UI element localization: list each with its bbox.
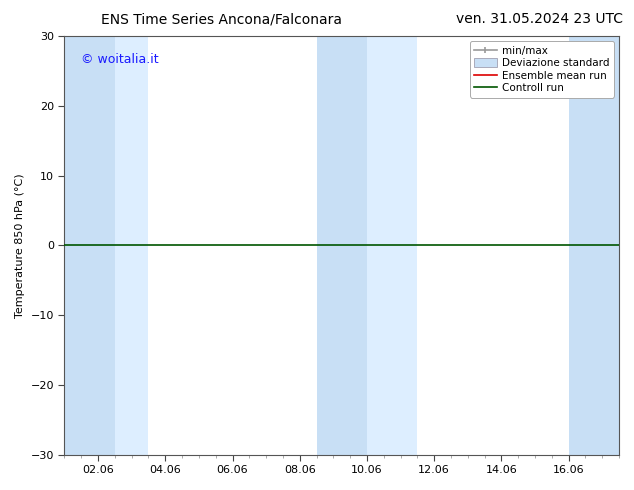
Bar	[316, 36, 367, 455]
Bar	[569, 36, 619, 455]
Bar	[367, 36, 417, 455]
Bar	[65, 36, 115, 455]
Text: ENS Time Series Ancona/Falconara: ENS Time Series Ancona/Falconara	[101, 12, 342, 26]
Y-axis label: Temperature 850 hPa (°C): Temperature 850 hPa (°C)	[15, 173, 25, 318]
Bar	[115, 36, 148, 455]
Text: © woitalia.it: © woitalia.it	[81, 53, 158, 66]
Text: ven. 31.05.2024 23 UTC: ven. 31.05.2024 23 UTC	[456, 12, 623, 26]
Legend: min/max, Deviazione standard, Ensemble mean run, Controll run: min/max, Deviazione standard, Ensemble m…	[470, 41, 614, 98]
